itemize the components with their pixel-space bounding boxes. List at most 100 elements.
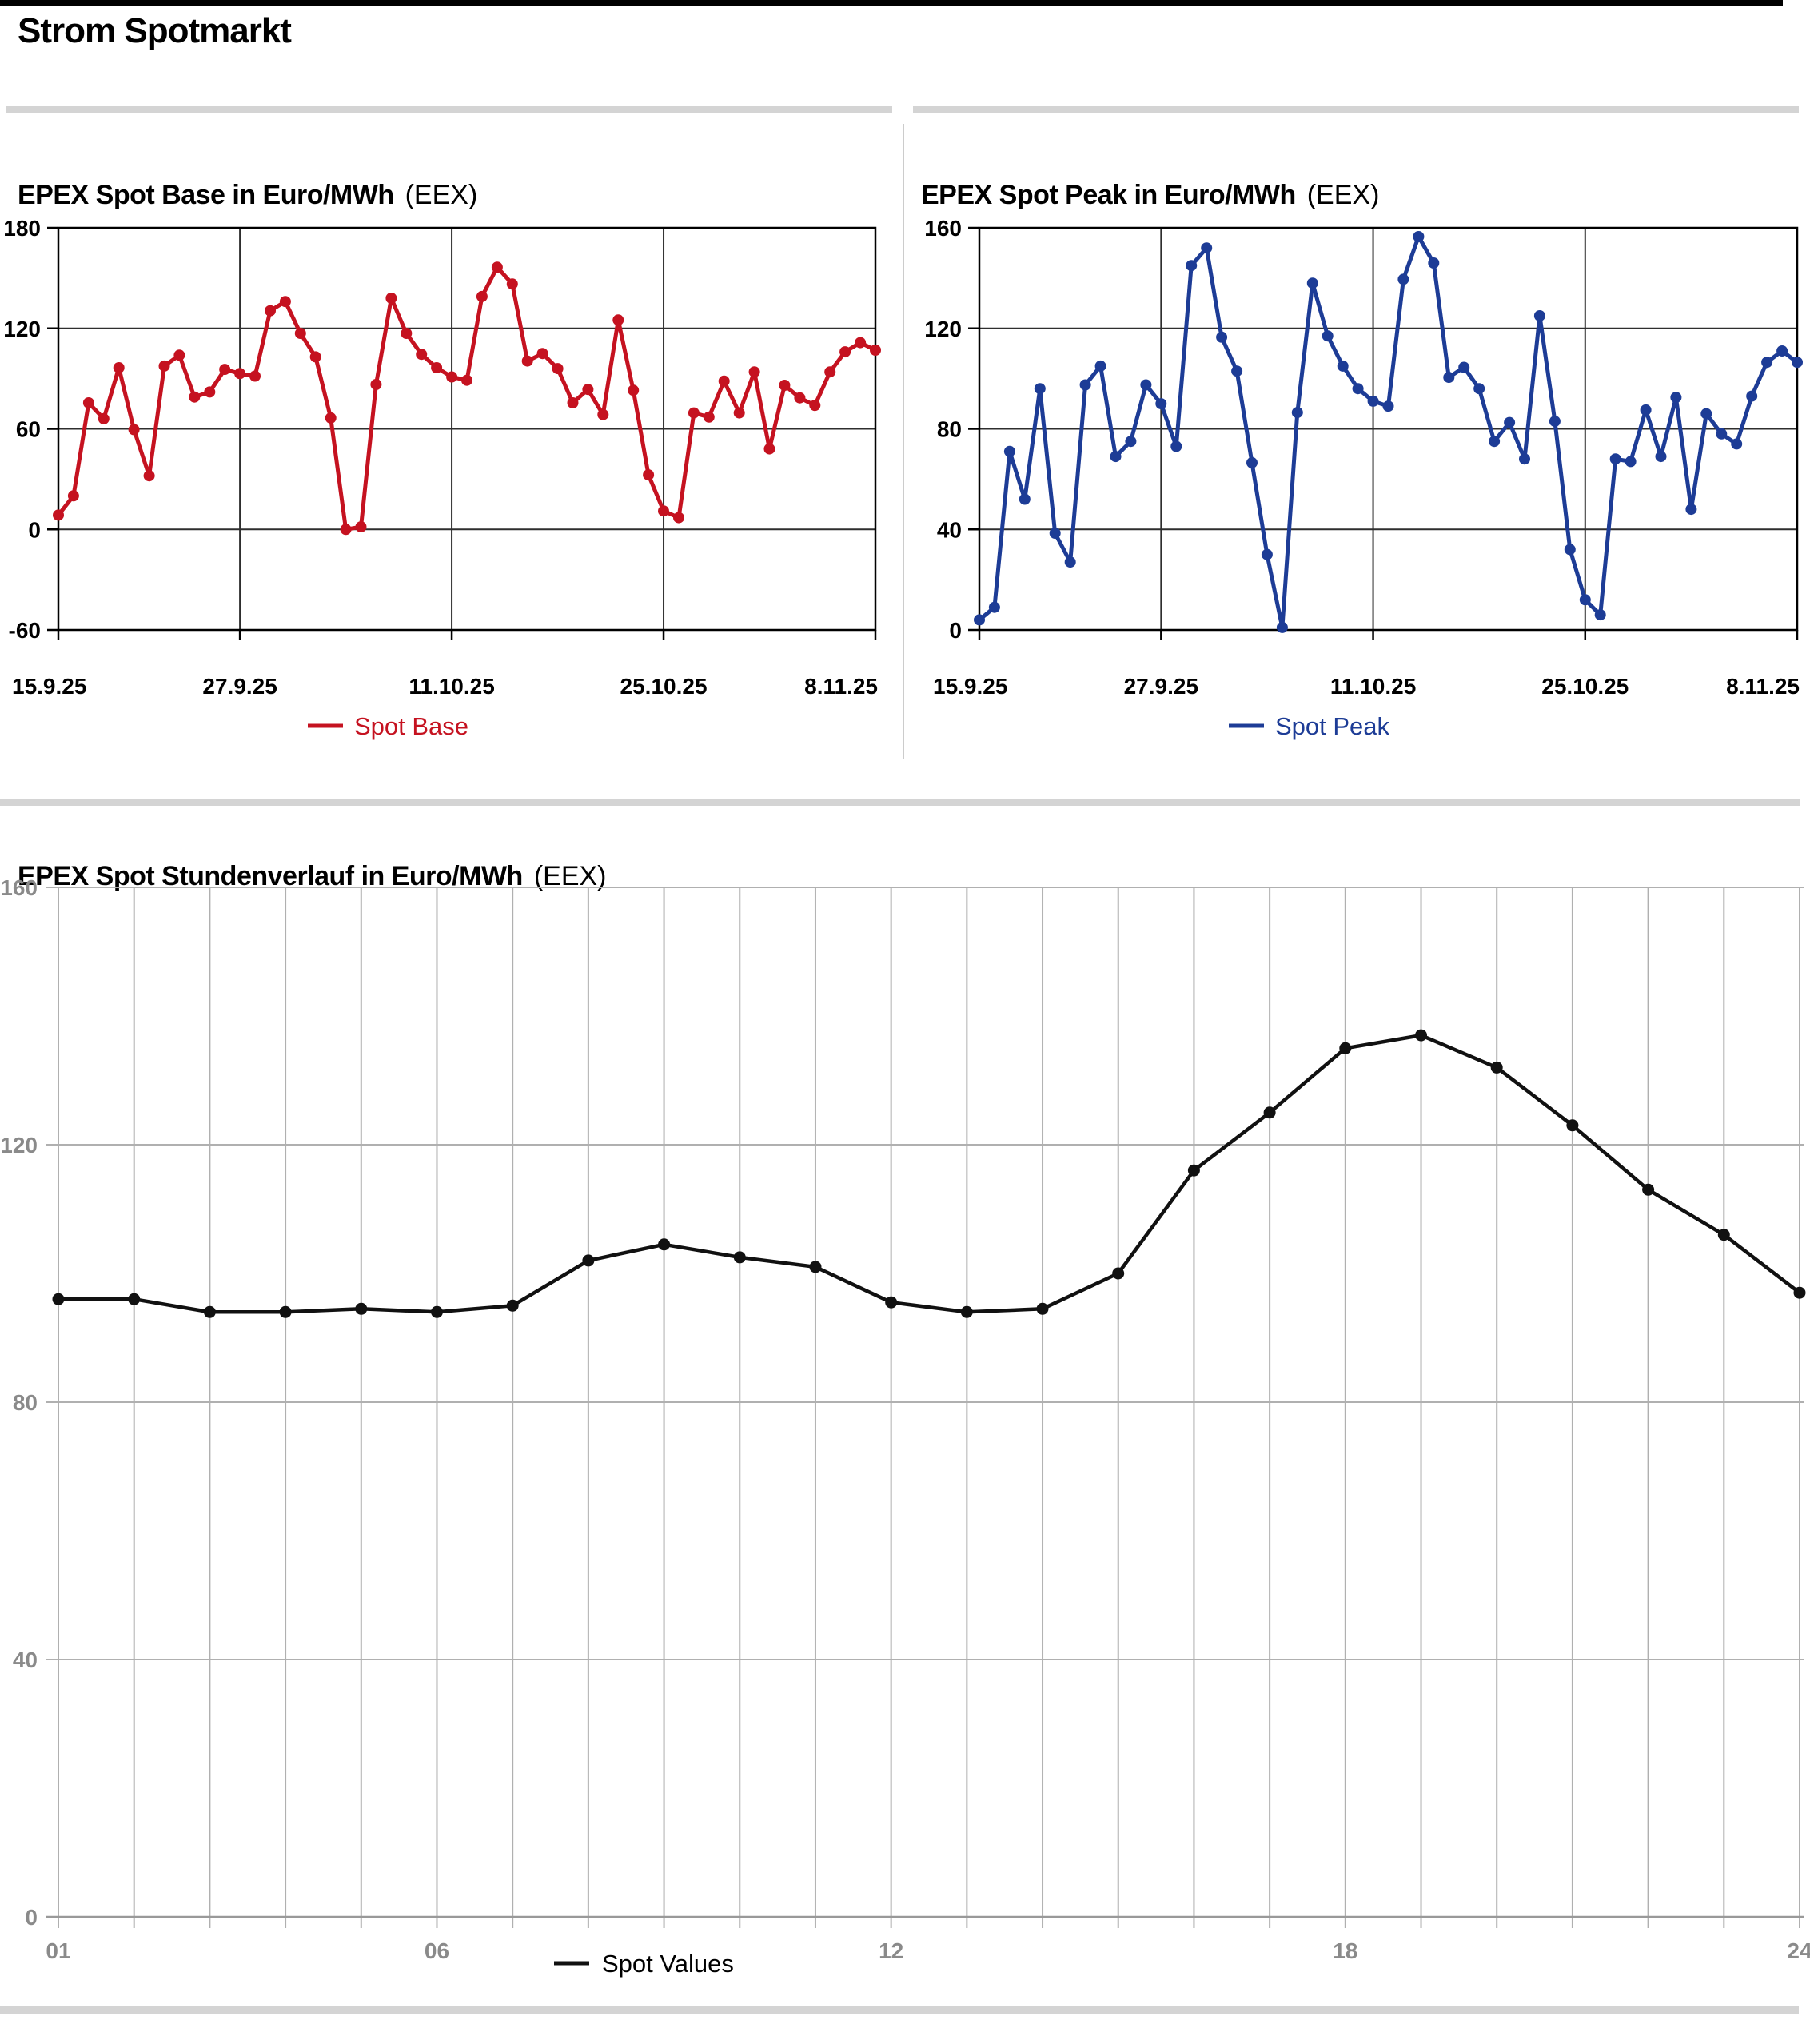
x-tick-label: 15.9.25: [933, 674, 1007, 699]
peak-point: [1700, 408, 1712, 420]
base-point: [158, 360, 170, 372]
base-point: [173, 349, 185, 361]
peak-series: [974, 231, 1803, 633]
peak-point: [1609, 453, 1621, 465]
base-point: [340, 524, 352, 536]
base-point: [824, 366, 836, 378]
peak-point: [1640, 404, 1652, 416]
peak-point: [1716, 428, 1728, 440]
page-title: Strom Spotmarkt: [18, 11, 292, 50]
y-tick-label: 40: [13, 1648, 38, 1672]
hours-point: [1415, 1029, 1427, 1042]
peak-point: [1428, 257, 1440, 269]
peak-point: [1352, 383, 1364, 395]
peak-point: [1216, 331, 1228, 343]
peak-point: [1564, 544, 1576, 556]
peak-point: [1776, 345, 1788, 357]
x-tick-label: 12: [879, 1938, 903, 1963]
y-tick-label: -60: [9, 618, 41, 643]
hours-point: [1187, 1164, 1200, 1177]
hours-point: [1642, 1183, 1655, 1196]
section-divider-right: [913, 106, 1799, 113]
section-divider-bottom: [0, 2006, 1799, 2014]
top-rule: [0, 0, 1783, 6]
base-point: [143, 470, 155, 482]
peak-legend: Spot Peak: [1229, 712, 1390, 740]
x-tick-label: 8.11.25: [804, 674, 878, 699]
peak-point: [1094, 360, 1106, 372]
spot-base-chart: 180 120 60 0 -60 15.9.25 27.9.25 11.10.25 25.10.…: [3, 216, 881, 740]
legend-label: Spot Peak: [1275, 712, 1390, 740]
peak-point: [1246, 456, 1258, 468]
chart-title-suffix: (EEX): [533, 861, 607, 891]
section-divider-left: [6, 106, 892, 113]
hours-point: [582, 1254, 595, 1267]
x-tick-label: 8.11.25: [1726, 674, 1800, 699]
y-tick-label: 120: [3, 317, 41, 341]
base-point: [53, 509, 64, 521]
peak-point: [1458, 361, 1470, 373]
base-point: [658, 505, 669, 517]
y-tick-label: 0: [28, 517, 41, 542]
chart-title-text: EPEX Spot Peak in Euro/MWh: [921, 180, 1296, 210]
hours-point: [1566, 1119, 1579, 1132]
peak-point: [1125, 436, 1137, 448]
peak-point: [1079, 379, 1091, 391]
hours-point: [809, 1261, 822, 1273]
peak-point: [1397, 273, 1409, 285]
hours-point: [1339, 1042, 1352, 1054]
peak-point: [1337, 360, 1349, 372]
hours-line: [58, 1033, 1801, 1314]
base-point: [309, 351, 321, 363]
chart-title-stundenverlauf: EPEX Spot Stundenverlauf in Euro/MWh (EEX…: [18, 861, 607, 891]
base-point: [536, 348, 548, 360]
peak-point: [1110, 451, 1122, 463]
axis-labels: 160 120 80 40 0 15.9.25 27.9.25 11.10.25 25.10.2…: [924, 216, 1800, 699]
peak-point: [1382, 400, 1394, 412]
y-tick-label: 180: [3, 216, 41, 241]
hours-point: [1036, 1302, 1049, 1315]
x-tick-label: 06: [425, 1938, 449, 1963]
peak-point: [1261, 548, 1273, 560]
column-separator: [903, 124, 904, 759]
y-tick-label: 80: [13, 1390, 38, 1415]
peak-point: [1140, 379, 1152, 391]
peak-point: [974, 614, 985, 626]
hours-point: [203, 1305, 216, 1318]
hours-point: [1490, 1061, 1503, 1074]
base-point: [794, 392, 806, 404]
peak-point: [1306, 277, 1318, 289]
peak-point: [1443, 372, 1455, 384]
base-point: [748, 366, 760, 378]
peak-point: [1655, 451, 1667, 463]
base-point: [552, 363, 564, 375]
base-point: [98, 412, 110, 424]
spot-peak-chart: 160 120 80 40 0 15.9.25 27.9.25 11.10.25 25.10.2…: [924, 216, 1803, 740]
hours-point: [960, 1305, 973, 1318]
peak-point: [1170, 440, 1182, 452]
base-point: [476, 290, 488, 302]
hours-point: [52, 1293, 65, 1305]
legend-label: Spot Values: [602, 1950, 734, 1978]
chart-title-text: EPEX Spot Base in Euro/MWh: [18, 180, 394, 210]
base-point: [763, 443, 775, 455]
chart-title-text: EPEX Spot Stundenverlauf in Euro/MWh: [18, 861, 523, 891]
base-point: [506, 278, 518, 290]
peak-point: [1670, 392, 1682, 404]
y-tick-label: 0: [949, 618, 962, 643]
base-point: [385, 293, 397, 304]
chart-title-spot-base: EPEX Spot Base in Euro/MWh (EEX): [18, 180, 477, 210]
y-tick-label: 120: [0, 1133, 38, 1157]
peak-point: [1231, 365, 1243, 377]
peak-point: [1276, 621, 1288, 633]
axis-labels: 160 120 80 40 0 01 06 12 18 24: [0, 875, 1810, 1963]
y-tick-label: 120: [924, 317, 962, 341]
base-point: [779, 380, 791, 391]
hours-legend: Spot Values: [554, 1950, 734, 1978]
base-point: [113, 362, 125, 373]
base-point: [839, 346, 851, 358]
legend-label: Spot Base: [354, 712, 468, 740]
peak-point: [1413, 231, 1425, 242]
base-point: [325, 412, 337, 424]
